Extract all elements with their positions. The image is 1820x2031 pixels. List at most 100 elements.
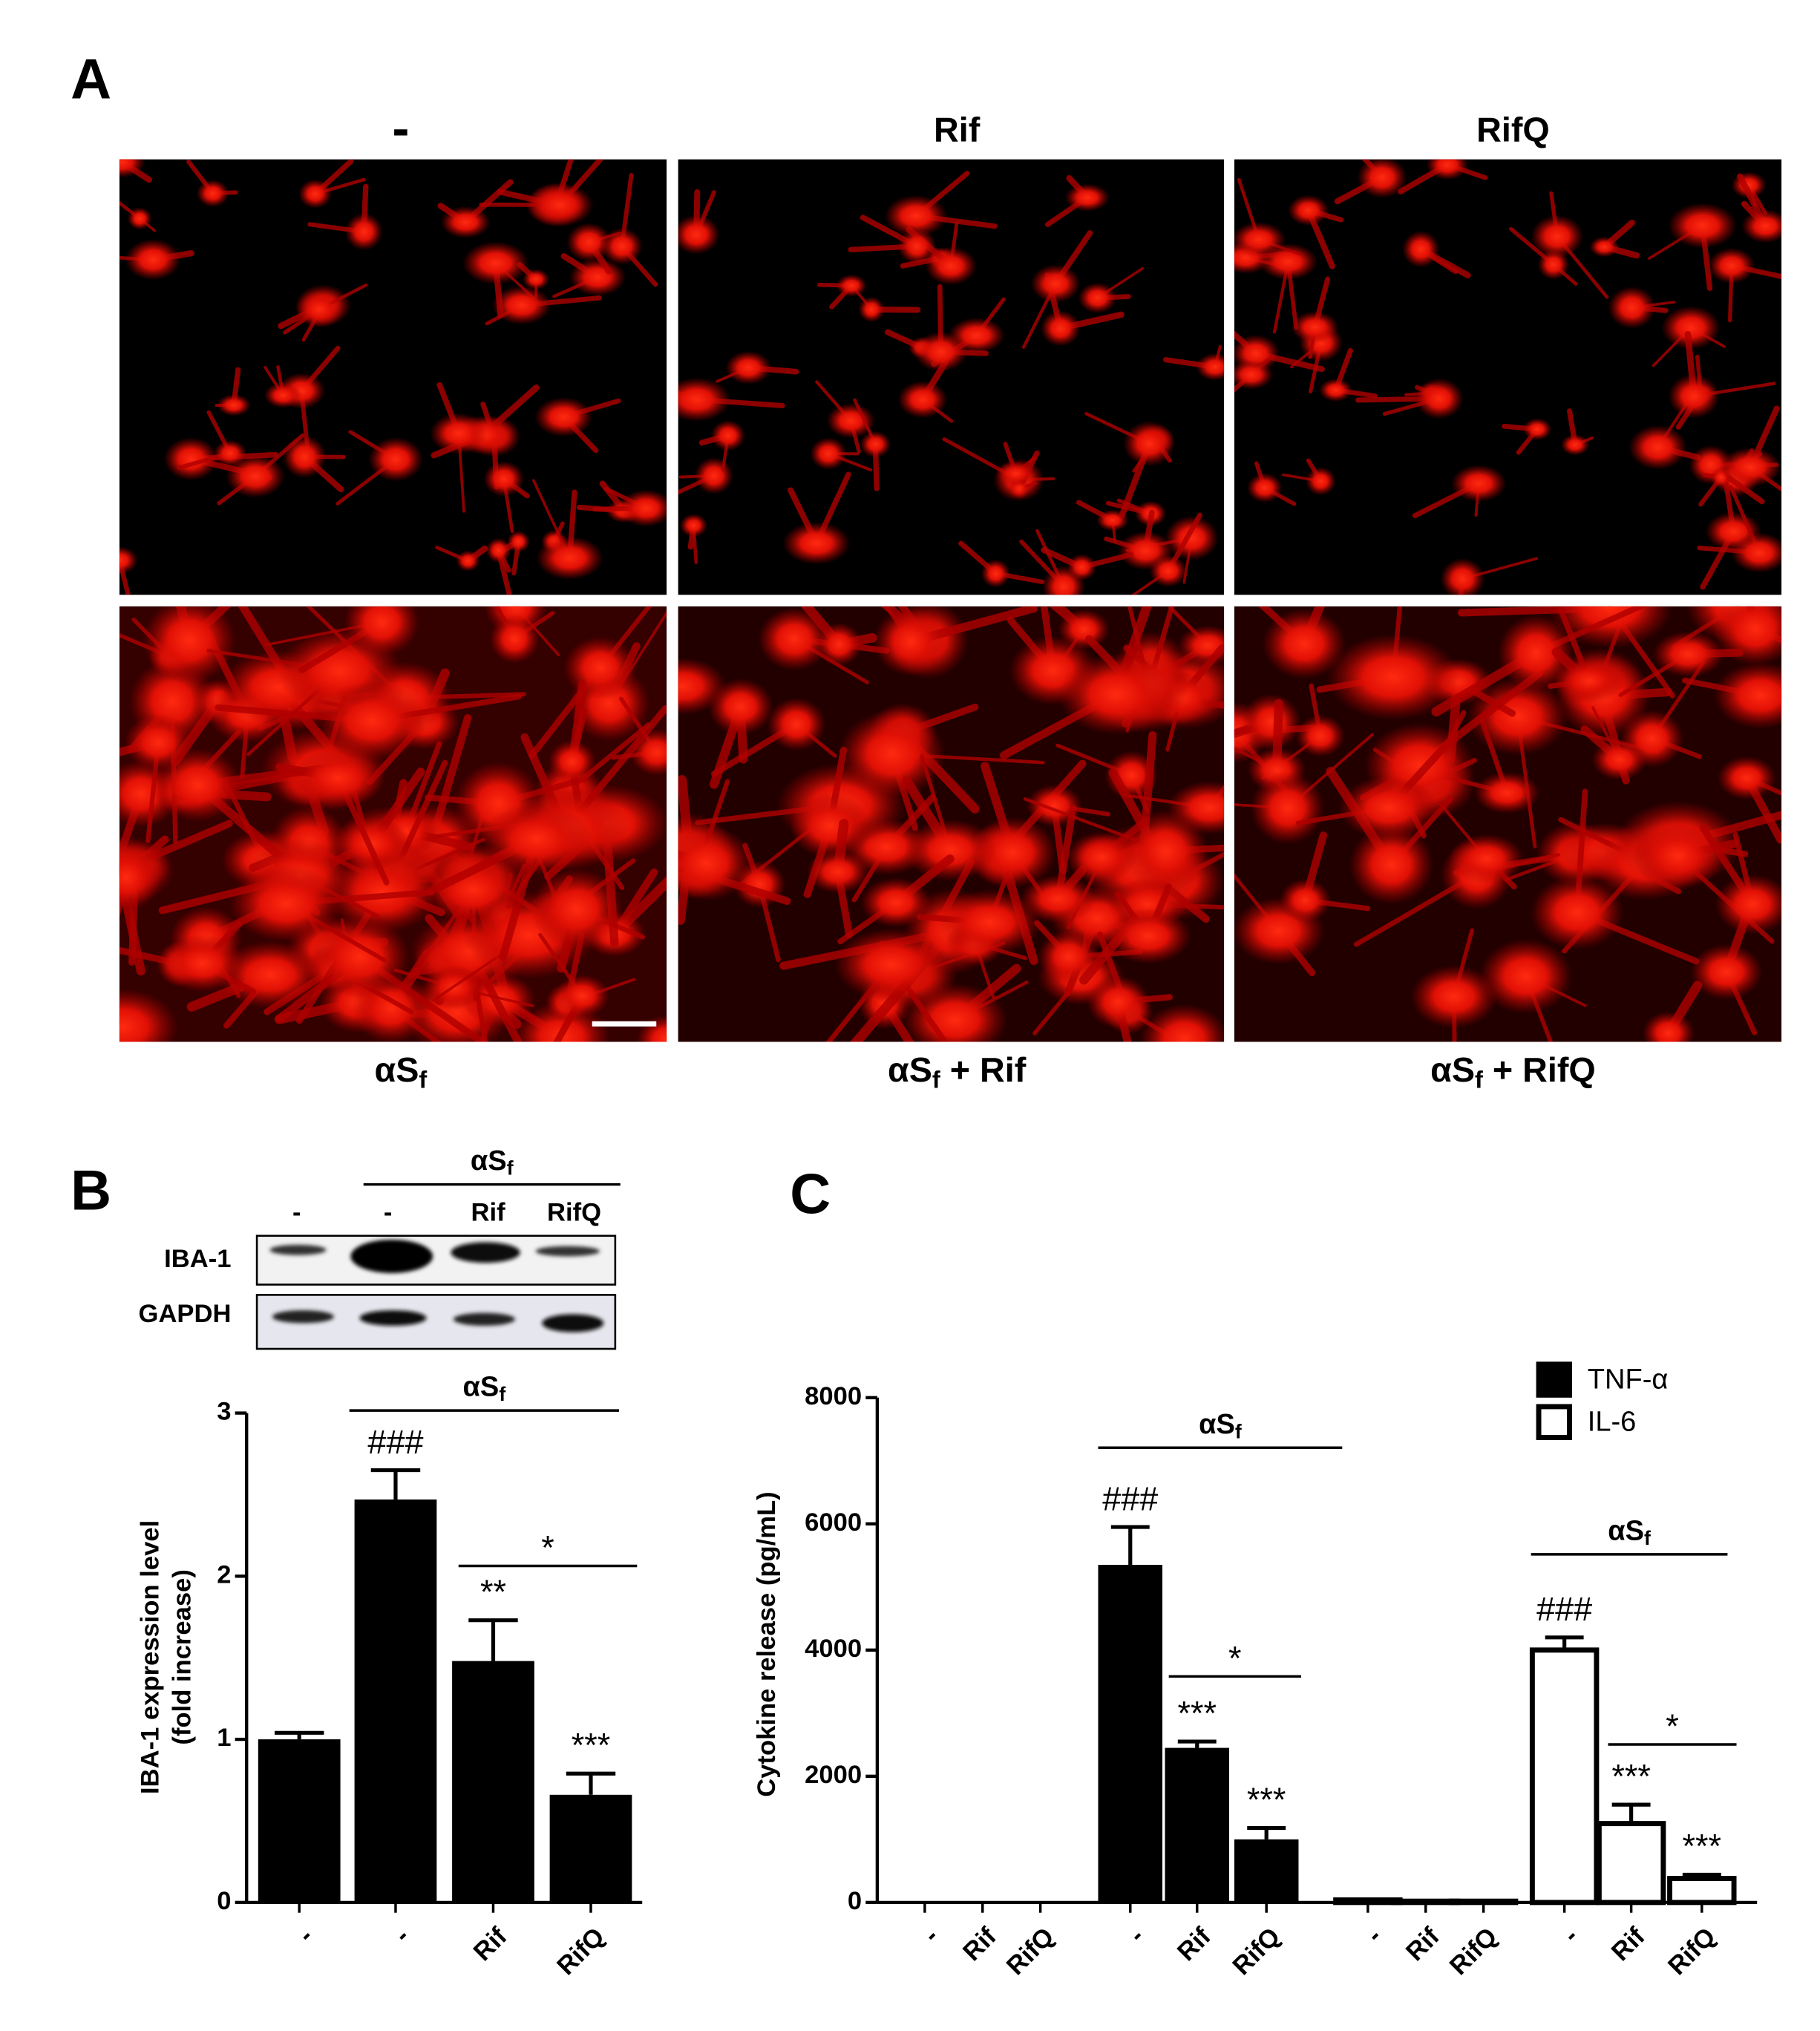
error-bar xyxy=(1545,1635,1584,1650)
cell xyxy=(1020,874,1096,923)
cell xyxy=(619,489,667,527)
cell xyxy=(1087,975,1150,1029)
cell xyxy=(789,793,871,859)
bar xyxy=(1234,1839,1299,1903)
label-base: αS xyxy=(1199,1409,1235,1440)
cell xyxy=(485,537,511,563)
bar xyxy=(950,1901,1015,1903)
y-axis-label: IBA-1 expression level xyxy=(136,1520,164,1794)
cell xyxy=(1123,420,1176,467)
cell xyxy=(483,460,525,497)
cell xyxy=(1246,472,1283,503)
cell xyxy=(507,530,530,553)
cell xyxy=(1338,776,1439,840)
cell xyxy=(873,606,949,676)
cell xyxy=(914,331,968,372)
cell xyxy=(263,382,302,408)
cell xyxy=(1078,282,1117,314)
significance-label: *** xyxy=(1247,1781,1286,1819)
cell xyxy=(333,817,411,871)
significance-label: ** xyxy=(480,1573,506,1611)
error-bar xyxy=(1611,1802,1651,1824)
cell xyxy=(925,246,978,286)
significance-label: ### xyxy=(367,1423,423,1461)
cell xyxy=(758,607,831,671)
lane-label: - xyxy=(384,1198,393,1226)
panel-label: B xyxy=(71,1160,111,1223)
cell xyxy=(1402,230,1440,268)
cell xyxy=(1295,715,1345,757)
cell xyxy=(1632,821,1723,891)
bar xyxy=(549,1794,632,1903)
cells xyxy=(678,171,1225,595)
cell xyxy=(694,457,734,494)
panel-label: A xyxy=(71,48,111,111)
cell xyxy=(119,546,138,575)
cell xyxy=(163,436,218,481)
cell xyxy=(1554,658,1624,703)
cell xyxy=(858,296,885,323)
cell xyxy=(535,536,604,580)
row-label: GAPDH xyxy=(139,1300,232,1328)
bar xyxy=(892,1901,958,1903)
cell xyxy=(860,877,932,928)
cell xyxy=(480,802,593,875)
cell xyxy=(981,559,1011,588)
cell xyxy=(826,403,876,439)
cell xyxy=(903,819,997,881)
cell xyxy=(282,435,327,479)
cell xyxy=(1038,929,1099,984)
label-sub: f xyxy=(499,1383,505,1405)
cell xyxy=(1497,614,1575,691)
group-label: αSf xyxy=(1608,1516,1651,1550)
significance-label: *** xyxy=(572,1727,611,1765)
cell xyxy=(1449,834,1524,884)
column-label: - xyxy=(392,99,409,157)
error-bar xyxy=(370,1468,421,1500)
cell xyxy=(1064,183,1110,212)
cell xyxy=(440,206,491,239)
cell xyxy=(526,183,595,227)
y-tick-label: 1 xyxy=(217,1724,231,1752)
cell xyxy=(708,678,773,736)
label-sub: f xyxy=(1235,1420,1242,1442)
row-label: IBA-1 xyxy=(164,1245,231,1273)
micrograph xyxy=(119,606,667,1042)
label-sub: f xyxy=(1475,1065,1483,1093)
legend-swatch xyxy=(1536,1361,1573,1398)
bar xyxy=(1448,1898,1519,1906)
lane-label: - xyxy=(292,1198,301,1226)
cell xyxy=(1642,1011,1695,1042)
micrograph xyxy=(678,606,1225,1042)
cell xyxy=(806,850,870,894)
label-base: αS xyxy=(374,1050,419,1089)
cell xyxy=(125,238,181,281)
cell xyxy=(160,935,245,992)
bands xyxy=(269,1239,604,1332)
cell xyxy=(1708,247,1755,284)
label-base: αS xyxy=(1608,1516,1644,1547)
cell xyxy=(1531,215,1584,258)
y-axis-label: Cytokine release (pg/mL) xyxy=(753,1491,781,1796)
cell xyxy=(344,212,383,251)
cells xyxy=(1234,606,1782,1042)
cell xyxy=(217,394,251,416)
western-blot: αSf - - Rif RifQ IBA-1 GAPDH xyxy=(139,1145,621,1350)
cell xyxy=(1719,447,1781,488)
cell xyxy=(569,258,626,297)
bar xyxy=(1098,1565,1163,1903)
cell xyxy=(1250,772,1325,845)
cell xyxy=(1741,209,1782,243)
cell xyxy=(1591,739,1647,780)
bar xyxy=(258,1739,341,1903)
cell xyxy=(1030,264,1081,304)
label-rest: + Rif xyxy=(940,1050,1027,1089)
bar-chart: 0 2000 4000 6000 8000 Cytokine release (pg/mL… xyxy=(753,1361,1758,1981)
cell xyxy=(937,889,1041,955)
error-bar xyxy=(468,1618,518,1661)
error-bar xyxy=(566,1771,616,1795)
significance-label: ### xyxy=(1536,1590,1592,1628)
cell xyxy=(816,622,862,667)
cell xyxy=(782,521,851,565)
